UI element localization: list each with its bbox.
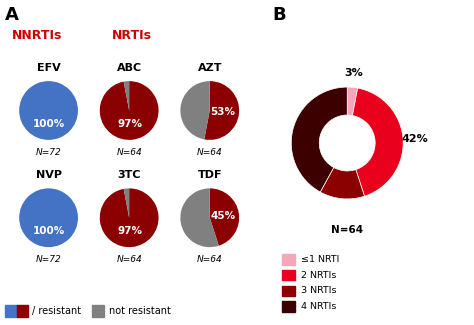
Text: / resistant: / resistant <box>32 306 82 316</box>
Title: NVP: NVP <box>36 170 62 180</box>
Wedge shape <box>100 81 158 140</box>
Wedge shape <box>181 81 210 139</box>
Text: 2 NRTIs: 2 NRTIs <box>301 271 337 280</box>
Wedge shape <box>124 81 129 110</box>
Title: 3TC: 3TC <box>118 170 141 180</box>
Wedge shape <box>210 188 239 246</box>
Text: 45%: 45% <box>210 211 236 221</box>
Text: 97%: 97% <box>118 119 143 129</box>
Text: N=64: N=64 <box>197 255 223 264</box>
Wedge shape <box>320 167 365 199</box>
Text: 13%: 13% <box>328 204 354 214</box>
Text: NRTIs: NRTIs <box>111 29 151 42</box>
Text: NNRTIs: NNRTIs <box>12 29 62 42</box>
Text: 4 NRTIs: 4 NRTIs <box>301 302 337 311</box>
Wedge shape <box>19 81 78 140</box>
Text: A: A <box>5 6 18 24</box>
Wedge shape <box>19 188 78 247</box>
Text: 53%: 53% <box>210 107 236 117</box>
Text: 3 NRTIs: 3 NRTIs <box>301 286 337 295</box>
Wedge shape <box>100 188 158 247</box>
Wedge shape <box>292 87 347 192</box>
Wedge shape <box>347 87 358 115</box>
Text: 42%: 42% <box>402 134 428 144</box>
Text: N=72: N=72 <box>36 148 62 157</box>
Text: 3%: 3% <box>345 68 363 78</box>
Text: N=64: N=64 <box>116 148 142 157</box>
Text: N=64: N=64 <box>331 225 363 235</box>
Title: EFV: EFV <box>36 63 61 73</box>
Title: AZT: AZT <box>198 63 222 73</box>
Text: 100%: 100% <box>32 119 65 129</box>
Text: 97%: 97% <box>118 226 143 236</box>
Text: not resistant: not resistant <box>109 306 171 316</box>
Text: N=64: N=64 <box>197 148 223 157</box>
Text: ≤1 NRTI: ≤1 NRTI <box>301 255 339 264</box>
Title: ABC: ABC <box>117 63 142 73</box>
Text: 100%: 100% <box>32 226 65 236</box>
Wedge shape <box>181 188 219 247</box>
Text: N=64: N=64 <box>116 255 142 264</box>
Text: N=72: N=72 <box>36 255 62 264</box>
Wedge shape <box>353 88 403 196</box>
Wedge shape <box>124 188 129 218</box>
Text: B: B <box>273 6 286 24</box>
Text: 42%: 42% <box>268 121 294 131</box>
Title: TDF: TDF <box>198 170 222 180</box>
Wedge shape <box>204 81 239 140</box>
